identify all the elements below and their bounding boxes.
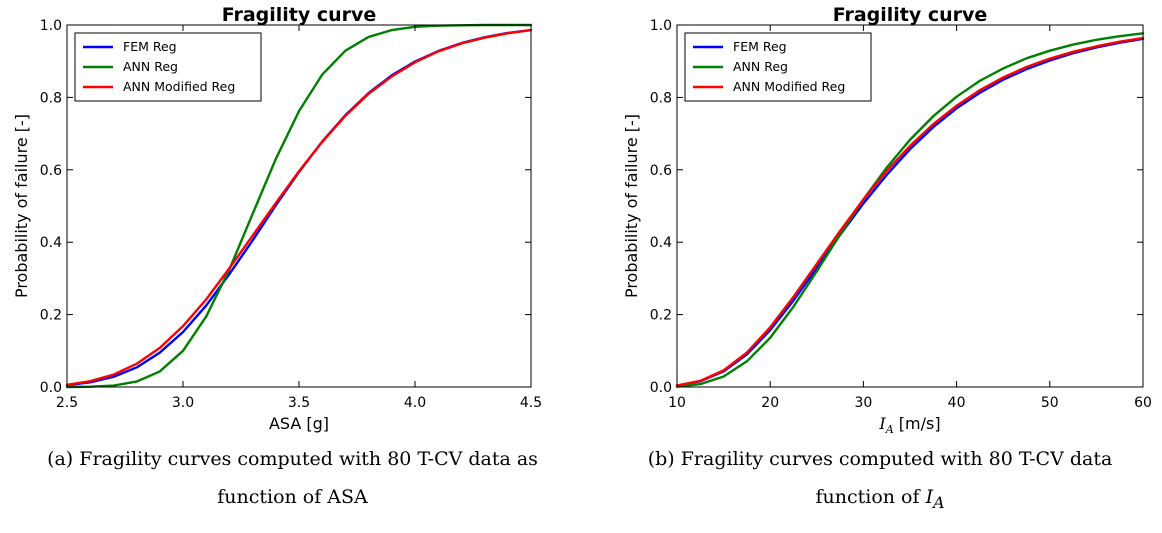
chart-1-plot-frame bbox=[676, 24, 1144, 388]
chart-1-x-axis-label-subscript: A bbox=[885, 423, 894, 435]
caption-b-line2: function of IA bbox=[600, 478, 1160, 522]
chart-0-y-tick-label-4: 0.8 bbox=[40, 90, 62, 106]
chart-1-legend-label-2: ANN Modified Reg bbox=[733, 79, 845, 94]
chart-0-x-tick-label-3: 4.0 bbox=[404, 395, 426, 411]
chart-1-legend-label-1: ANN Reg bbox=[733, 59, 788, 74]
chart-1-x-tick-label-5: 60 bbox=[1134, 395, 1152, 411]
chart-1-y-tick-label-0: 0.0 bbox=[650, 380, 672, 396]
chart-panel-a: 2.5 3.0 3.5 4.0 4.5 0.0 0.2 0.4 0.6 0.8 1.0 Fragili… bbox=[12, 4, 542, 433]
caption-b-line1: (b) Fragility curves computed with 80 T-… bbox=[647, 448, 1113, 470]
chart-0-x-tick-label-2: 3.5 bbox=[288, 395, 310, 411]
chart-1-x-tick-label-4: 50 bbox=[1041, 395, 1059, 411]
chart-0-x-tick-label-1: 3.0 bbox=[172, 395, 194, 411]
chart-1-y-axis-label: Probability of failure [-] bbox=[622, 114, 641, 298]
caption-b: (b) Fragility curves computed with 80 T-… bbox=[600, 440, 1160, 522]
chart-1-x-axis-label-unit: [m/s] bbox=[894, 414, 941, 433]
chart-0-legend-label-0: FEM Reg bbox=[123, 39, 177, 54]
chart-1-y-tick-label-2: 0.4 bbox=[650, 235, 672, 251]
chart-0-series-line-2 bbox=[65, 28, 533, 387]
chart-0-y-tick-label-3: 0.6 bbox=[40, 163, 62, 179]
chart-0-y-tick-label-1: 0.2 bbox=[40, 308, 62, 324]
chart-0-x-tick-label-4: 4.5 bbox=[520, 395, 542, 411]
chart-1-y-tick-label-3: 0.6 bbox=[650, 163, 672, 179]
chart-0-x-axis-label: ASA [g] bbox=[269, 414, 329, 433]
chart-panel-b: 10 20 30 40 50 60 0.0 0.2 0.4 0.6 0.8 1.0 Fragility … bbox=[622, 4, 1152, 435]
chart-0-y-tick-label-2: 0.4 bbox=[40, 235, 62, 251]
chart-0-title: Fragility curve bbox=[222, 4, 377, 26]
chart-1-y-tick-label-5: 1.0 bbox=[650, 18, 672, 34]
chart-1-y-tick-label-1: 0.2 bbox=[650, 308, 672, 324]
chart-0-legend-label-2: ANN Modified Reg bbox=[123, 79, 235, 94]
chart-0-y-tick-label-0: 0.0 bbox=[40, 380, 62, 396]
chart-1-series-line-0 bbox=[675, 37, 1145, 387]
caption-b-subscript: A bbox=[933, 492, 945, 512]
chart-1-x-tick-label-3: 40 bbox=[948, 395, 966, 411]
chart-0-legend-label-1: ANN Reg bbox=[123, 59, 178, 74]
chart-1-x-tick-label-2: 30 bbox=[854, 395, 872, 411]
chart-1-legend-label-0: FEM Reg bbox=[733, 39, 787, 54]
chart-1-series-line-2 bbox=[675, 36, 1145, 387]
chart-1-y-tick-label-4: 0.8 bbox=[650, 90, 672, 106]
caption-a-line1: (a) Fragility curves computed with 80 T-… bbox=[47, 448, 538, 470]
caption-b-symbol: I bbox=[925, 486, 934, 508]
chart-0-y-axis-label: Probability of failure [-] bbox=[12, 114, 31, 298]
chart-1-series-line-1 bbox=[675, 32, 1145, 388]
chart-0-x-tick-label-0: 2.5 bbox=[56, 395, 78, 411]
caption-a: (a) Fragility curves computed with 80 T-… bbox=[20, 440, 565, 516]
chart-1-x-axis-label: IA [m/s] bbox=[878, 414, 940, 435]
caption-b-prefix: function of bbox=[815, 486, 926, 508]
chart-1-x-axis-label-symbol: I bbox=[878, 414, 886, 433]
chart-1-x-tick-label-0: 10 bbox=[668, 395, 686, 411]
caption-a-line2: function of ASA bbox=[217, 486, 368, 508]
chart-0-y-tick-label-5: 1.0 bbox=[40, 18, 62, 34]
chart-1-title: Fragility curve bbox=[833, 4, 988, 26]
chart-1-x-tick-label-1: 20 bbox=[761, 395, 779, 411]
